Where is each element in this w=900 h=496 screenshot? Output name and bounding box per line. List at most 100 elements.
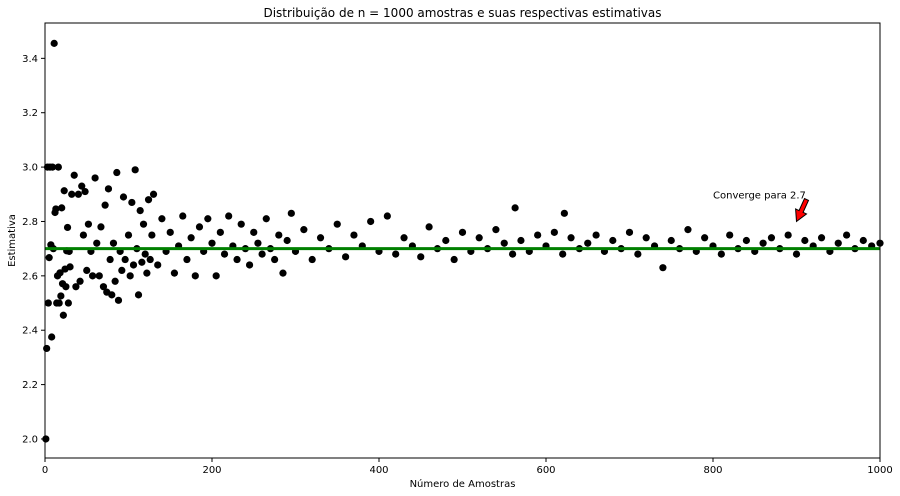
- data-point: [138, 258, 146, 266]
- y-tick-label: 2.0: [22, 434, 38, 445]
- data-point: [701, 234, 709, 242]
- y-tick-label: 2.4: [22, 326, 38, 337]
- data-point: [195, 223, 204, 231]
- data-point: [442, 236, 450, 245]
- data-point: [425, 223, 433, 231]
- data-point: [283, 236, 291, 245]
- data-point: [52, 205, 60, 213]
- data-point: [204, 215, 212, 223]
- data-point: [59, 311, 67, 319]
- data-point: [642, 234, 650, 242]
- data-point: [111, 277, 119, 285]
- annotation-arrow: [795, 197, 810, 223]
- data-point: [450, 255, 458, 264]
- data-point: [191, 272, 199, 280]
- data-point: [208, 239, 216, 247]
- axes-layer: 0 200 400 600 800 1000 2.0 2.2 2.4 2.6 2.8 3.0 3.2 3.…: [22, 22, 893, 476]
- data-point: [62, 283, 70, 291]
- data-point: [225, 212, 233, 220]
- y-tick-label: 2.2: [22, 380, 38, 391]
- data-point: [511, 204, 519, 212]
- data-point: [258, 250, 266, 258]
- data-point: [784, 231, 792, 239]
- data-point: [48, 163, 57, 171]
- data-point: [93, 239, 101, 247]
- data-point: [245, 261, 254, 269]
- data-point: [726, 231, 734, 239]
- data-point: [417, 253, 425, 261]
- data-point: [63, 223, 72, 232]
- data-point: [392, 250, 400, 258]
- data-point: [250, 228, 258, 236]
- data-point: [400, 234, 408, 242]
- data-point: [492, 226, 500, 234]
- data-point: [625, 228, 634, 236]
- data-point: [262, 215, 270, 223]
- data-point: [54, 163, 62, 171]
- data-point: [44, 299, 52, 307]
- data-point: [560, 209, 568, 217]
- data-point: [56, 269, 64, 277]
- y-tick-label: 2.8: [22, 217, 38, 228]
- data-point: [237, 220, 245, 228]
- plot-frame: [44, 22, 881, 459]
- data-point: [559, 250, 567, 258]
- data-point: [139, 220, 148, 228]
- data-point: [97, 223, 105, 231]
- data-point: [667, 236, 675, 245]
- data-point: [118, 266, 126, 275]
- data-point: [767, 234, 776, 242]
- y-tick-label: 2.6: [22, 271, 38, 282]
- data-point: [609, 236, 617, 245]
- data-point: [859, 236, 867, 245]
- data-point: [508, 250, 517, 258]
- data-point: [84, 220, 93, 228]
- data-point: [187, 234, 195, 242]
- data-point: [108, 291, 116, 299]
- data-point: [154, 261, 162, 269]
- data-point: [144, 196, 153, 204]
- data-point: [114, 296, 123, 304]
- data-point: [742, 236, 751, 245]
- data-point: [81, 187, 89, 196]
- data-point: [158, 215, 166, 223]
- data-point: [592, 231, 600, 239]
- data-point: [220, 250, 229, 258]
- data-point: [95, 272, 103, 280]
- x-tick-label: 400: [369, 465, 388, 476]
- data-point: [126, 272, 134, 280]
- data-point: [64, 299, 72, 307]
- data-point: [792, 250, 801, 258]
- x-tick-label: 600: [536, 465, 555, 476]
- data-point: [759, 239, 767, 247]
- data-point: [843, 231, 851, 239]
- y-tick-label: 3.0: [22, 163, 38, 174]
- x-tick-label: 1000: [867, 465, 892, 476]
- data-point: [57, 292, 65, 300]
- data-point: [212, 272, 220, 280]
- data-point: [801, 236, 809, 245]
- data-point: [104, 185, 113, 193]
- data-point: [113, 168, 121, 177]
- x-axis-label: Número de Amostras: [410, 478, 516, 490]
- data-point: [55, 299, 63, 307]
- data-point: [76, 277, 84, 285]
- data-point: [148, 231, 156, 239]
- data-point: [333, 220, 341, 228]
- data-point: [500, 239, 508, 247]
- data-point: [350, 231, 358, 239]
- data-point: [42, 435, 50, 443]
- data-point: [458, 228, 467, 236]
- data-point: [88, 272, 97, 280]
- data-point: [70, 171, 78, 179]
- data-point: [817, 234, 826, 242]
- data-point: [717, 250, 725, 258]
- data-point: [121, 255, 129, 264]
- data-point: [367, 217, 375, 226]
- x-tick-label: 0: [42, 465, 48, 476]
- data-point: [74, 190, 82, 198]
- y-axis-label: Estimativa: [7, 214, 18, 267]
- data-point: [584, 239, 592, 247]
- data-point: [136, 206, 144, 215]
